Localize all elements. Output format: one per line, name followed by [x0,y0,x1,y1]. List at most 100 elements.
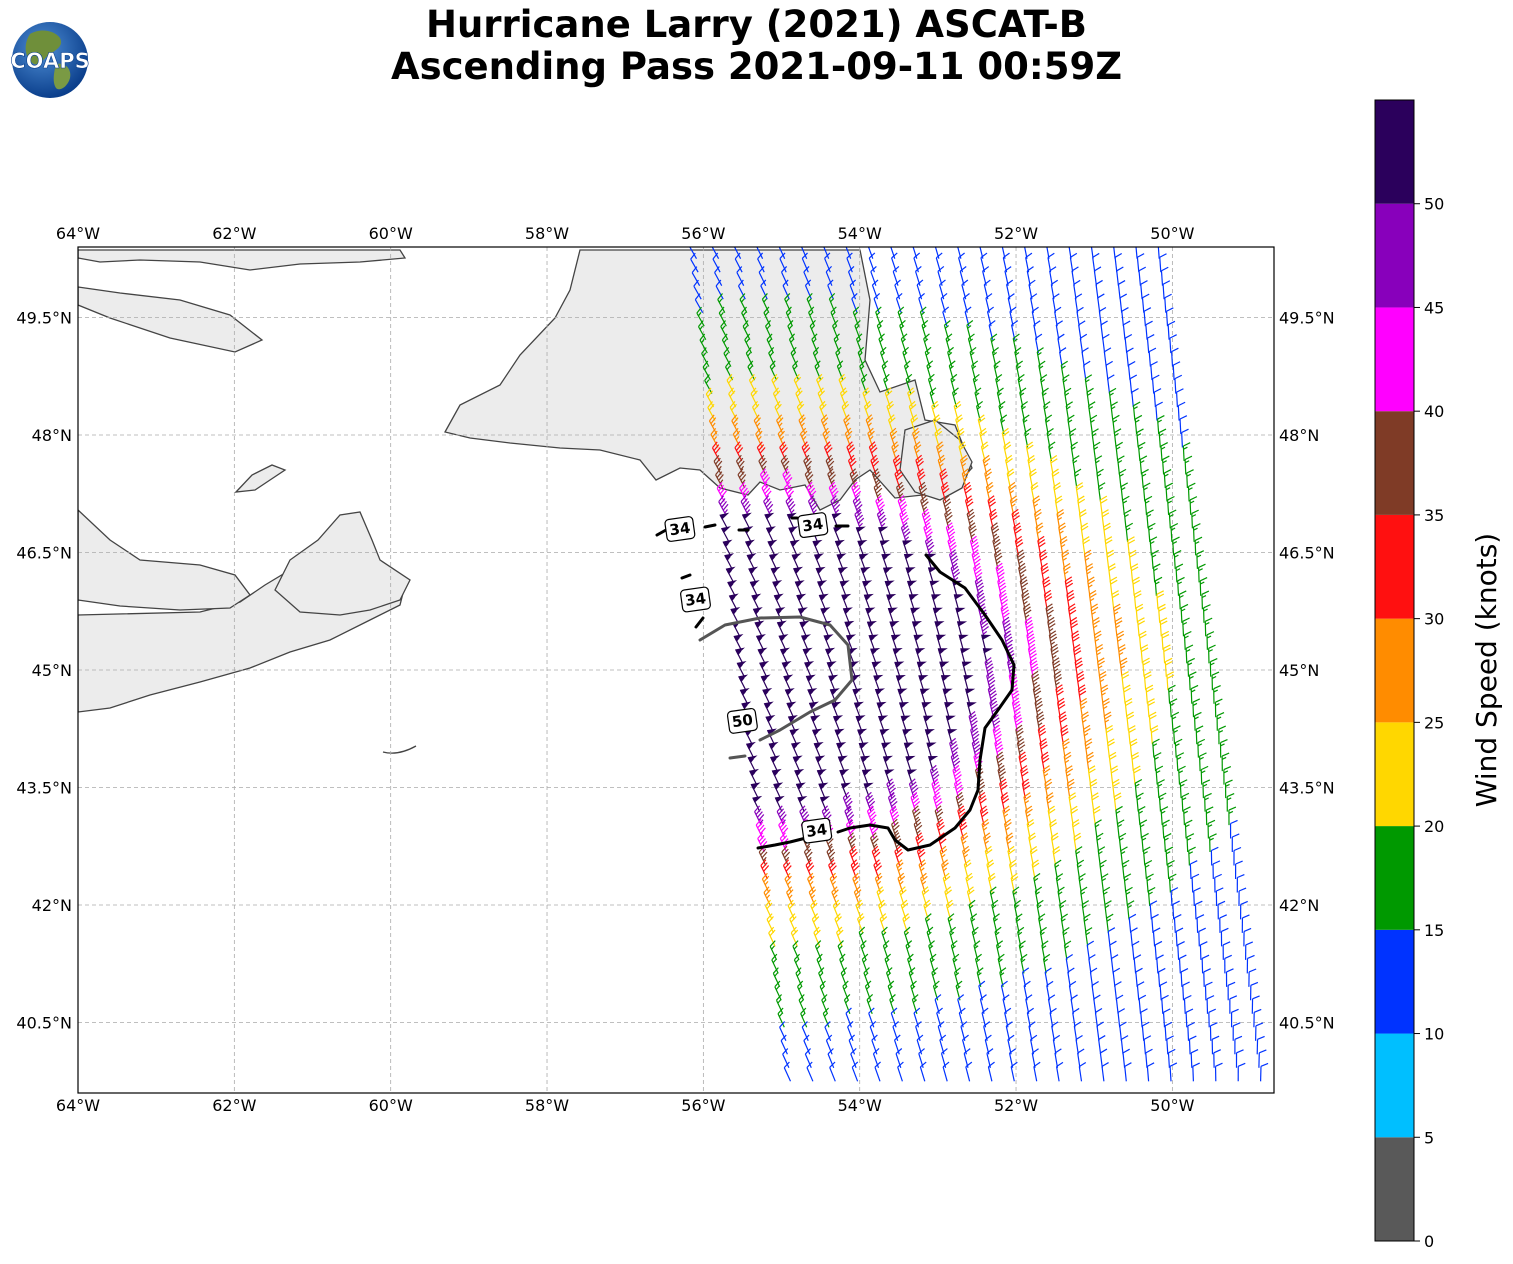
wind-barb [802,647,813,664]
wind-barb [705,387,715,408]
wind-barb [1169,334,1177,354]
wind-barb [858,553,869,570]
wind-barb [913,818,923,839]
wind-barb [1203,968,1211,987]
wind-barb [1072,643,1082,664]
wind-barb [1161,455,1170,475]
wind-barb [768,346,776,367]
wind-barb [1175,927,1184,947]
wind-barb [1042,953,1051,974]
wind-barb [1086,387,1094,408]
wind-barb [851,481,862,502]
wind-barb [1139,455,1148,475]
wind-barb [1201,954,1210,974]
wind-barb [1204,981,1213,1001]
wind-barb [987,1061,995,1082]
wind-barb [755,634,766,651]
wind-barb [736,266,745,286]
wind-barb [1049,455,1058,475]
wind-barb [1050,279,1059,300]
wind-barb [856,913,865,934]
wind-barb [1009,495,1018,516]
wind-barb [1051,468,1060,489]
wind-barb [1075,846,1083,866]
wind-barb [691,266,701,286]
wind-barb [1213,685,1221,704]
wind-barb [1214,1062,1223,1082]
wind-barb [939,661,950,677]
wind-barb [1125,886,1133,907]
wind-barb [924,729,935,745]
lat-tick-label-left: 49.5°N [16,309,72,328]
wind-barb [804,279,812,300]
wind-barb [886,778,897,799]
wind-barb [900,522,911,543]
wind-barb [1142,482,1151,502]
wind-barb [783,1061,792,1082]
wind-barb [1157,967,1166,987]
wind-barb [1053,670,1063,691]
wind-barb [979,616,989,637]
colorbar-tick-label: 10 [1424,1025,1444,1044]
wind-barb [1169,698,1178,718]
wind-barb [903,742,914,758]
wind-barb [1215,887,1224,907]
lon-tick-label-bottom: 52°W [994,1096,1038,1115]
wind-barb [774,400,782,421]
wind-barb [734,441,744,462]
wind-barb [1234,860,1243,880]
wind-barb [788,333,797,354]
wind-barb [791,553,802,570]
wind-barb [847,265,855,286]
wind-barb [771,373,779,394]
wind-barb [1097,482,1106,502]
wind-barb [1096,1021,1104,1041]
wind-barb [1134,778,1143,799]
wind-barb [1054,306,1062,327]
wind-barb [789,539,800,556]
wind-barb [860,373,868,394]
wind-barb [1163,469,1172,489]
wind-barb [769,360,778,381]
wind-barb [1186,469,1194,489]
wind-barb [813,926,821,947]
wind-barb [1092,252,1100,273]
wind-barb [727,580,738,597]
wind-barb [1038,549,1048,570]
wind-barb [829,872,838,893]
lat-tick-label-right: 40.5°N [1279,1014,1335,1033]
wind-barb [772,580,783,597]
wind-barb [813,742,824,758]
wind-barb [1253,1008,1262,1028]
lon-tick-label-bottom: 58°W [525,1096,569,1115]
wind-barb [1228,806,1237,826]
wind-barb [903,553,915,570]
wind-barb [1219,738,1228,758]
wind-barb [1117,455,1125,475]
wind-barb [830,306,838,327]
wind-barb [1184,455,1193,475]
wind-barb [1072,455,1080,475]
wind-barb [742,320,751,340]
wind-barb [740,495,751,516]
wind-barb [796,980,805,1001]
wind-barb [803,845,813,866]
lat-tick-label-right: 48°N [1279,426,1319,445]
wind-barb [1052,846,1061,866]
wind-barb [1057,333,1065,354]
colorbar-frame [1374,99,1415,1242]
wind-barb [1107,927,1116,947]
grid-layer [78,247,1274,1093]
cape-breton-land [274,511,411,616]
wind-barb [804,1048,812,1069]
wind-barb [1206,995,1215,1014]
wind-barb [1059,347,1067,367]
wind-barb [1084,927,1093,947]
wind-barb [1081,347,1089,367]
wind-barb [739,293,748,313]
wind-barb [793,373,802,394]
wind-barb [803,265,811,286]
wind-barb [756,441,766,462]
colorbar-tick-label: 25 [1424,713,1444,732]
title-block: Hurricane Larry (2021) ASCAT-B Ascending… [0,4,1513,88]
